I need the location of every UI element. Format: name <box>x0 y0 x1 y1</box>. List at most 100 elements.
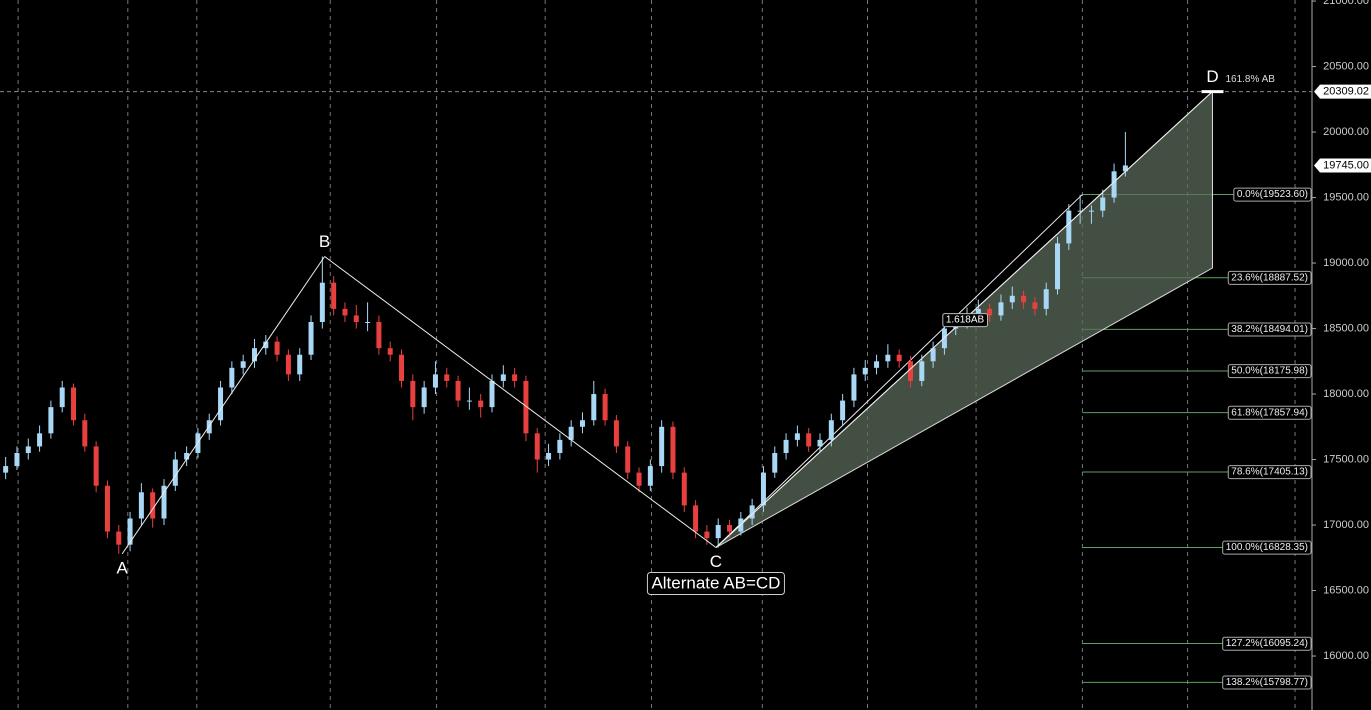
candle-body <box>82 420 88 447</box>
ratio-note: 1.618AB <box>946 315 985 326</box>
candle-body <box>116 531 122 545</box>
candle-body <box>851 374 857 401</box>
candle-body <box>806 433 812 447</box>
candle-body <box>1055 243 1061 290</box>
candle-body <box>772 452 778 473</box>
candle-body <box>625 446 631 473</box>
candle-body <box>48 407 54 434</box>
candle-body <box>546 452 552 460</box>
candle-body <box>229 367 235 388</box>
y-tick-label: 19500.00 <box>1323 191 1369 203</box>
candle-body <box>376 321 382 349</box>
y-tick-label: 18500.00 <box>1323 322 1369 334</box>
candle-body <box>919 361 925 381</box>
fib-label: 50.0%(18175.98) <box>1231 366 1308 377</box>
y-tick-label: 21000.00 <box>1323 0 1369 7</box>
candle-body <box>636 472 642 486</box>
candle-body <box>263 341 269 349</box>
candle-body <box>1088 210 1094 212</box>
fib-label-box <box>1222 540 1312 555</box>
fib-label-box <box>1227 322 1312 337</box>
candle-body <box>161 485 167 519</box>
channel-line <box>715 194 1083 548</box>
candle-body <box>817 439 823 447</box>
candle-body <box>150 492 156 519</box>
candle-body <box>1111 171 1117 198</box>
candle-body <box>489 380 495 408</box>
fib-label-box <box>1222 636 1312 651</box>
candle-body <box>760 472 766 506</box>
candle-body <box>37 433 43 447</box>
fib-label: 0.0%(19523.60) <box>1237 189 1308 200</box>
candle-body <box>365 321 371 323</box>
candle-body <box>794 433 800 440</box>
y-tick-label: 20500.00 <box>1323 60 1369 72</box>
candle-body <box>455 380 461 401</box>
candle-body <box>308 321 314 355</box>
fib-label-box <box>1227 465 1312 480</box>
candle-body <box>478 400 484 408</box>
candle-body <box>727 525 733 532</box>
fib-label: 100.0%(16828.35) <box>1226 542 1308 553</box>
candle-body <box>885 354 891 362</box>
candle-body <box>71 387 77 421</box>
candle-body <box>613 420 619 447</box>
fib-label: 38.2%(18494.01) <box>1231 324 1308 335</box>
candle-body <box>715 525 721 539</box>
candle-body <box>1122 165 1128 172</box>
candle-body <box>534 433 540 460</box>
candle-body <box>353 315 359 322</box>
candle-body <box>749 505 755 519</box>
fib-label-box <box>1233 187 1312 202</box>
candle-body <box>251 348 257 362</box>
fib-label-box <box>1227 405 1312 420</box>
candle-body <box>444 374 450 381</box>
candle-body <box>466 400 472 402</box>
candle-body <box>987 308 993 316</box>
y-tick-label: 16000.00 <box>1323 650 1369 662</box>
candle-body <box>184 452 190 460</box>
point-label: A <box>116 558 128 577</box>
point-label: B <box>319 232 330 251</box>
candle-body <box>1009 295 1015 303</box>
pattern-name-box <box>646 571 785 595</box>
candle-body <box>840 400 846 421</box>
candle-body <box>579 420 585 427</box>
candle-body <box>704 531 710 539</box>
pattern-leg <box>324 256 717 548</box>
fib-label-box <box>1222 675 1312 690</box>
y-tick-label: 19000.00 <box>1323 257 1369 269</box>
point-label: C <box>710 552 722 571</box>
y-tick-label: 16500.00 <box>1323 584 1369 596</box>
y-tick-label: 20000.00 <box>1323 126 1369 138</box>
candle-body <box>523 380 529 434</box>
candle-body <box>681 472 687 506</box>
candle-body <box>410 380 416 408</box>
candle-body <box>387 348 393 355</box>
candle-body <box>399 354 405 381</box>
d-note: 161.8% AB <box>1225 74 1275 85</box>
fib-label: 138.2%(15798.77) <box>1226 677 1308 688</box>
candle-body <box>25 446 31 453</box>
candle-body <box>432 374 438 388</box>
fib-label-box <box>1227 364 1312 379</box>
candle-body <box>500 374 506 381</box>
candle-body <box>862 367 868 375</box>
candle-body <box>297 354 303 375</box>
candle-body <box>319 282 325 322</box>
candle-body <box>104 485 110 532</box>
candle-body <box>783 439 789 453</box>
candle-body <box>138 492 144 519</box>
fib-label: 78.6%(17405.13) <box>1231 467 1308 478</box>
candle-body <box>285 354 291 375</box>
candle-body <box>3 466 9 473</box>
candle-body <box>342 308 348 316</box>
candle-body <box>998 302 1004 316</box>
candle-body <box>568 426 574 440</box>
candle-body <box>14 452 20 467</box>
candle-body <box>557 439 563 453</box>
candle-body <box>1066 210 1072 244</box>
fib-label: 127.2%(16095.24) <box>1226 638 1308 649</box>
candle-body <box>1043 289 1049 309</box>
